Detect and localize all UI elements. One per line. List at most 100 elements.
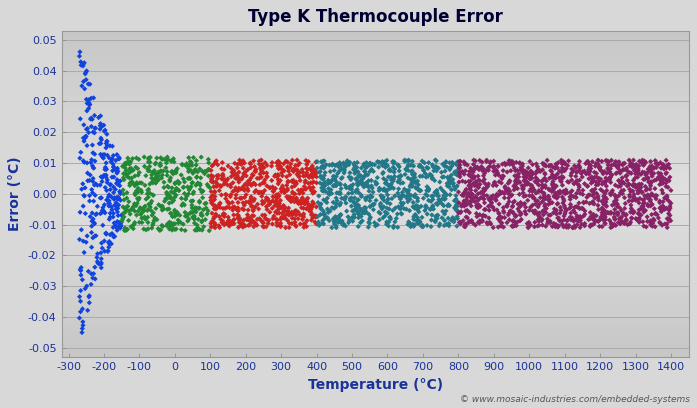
Point (464, 183, 475, 190)
Point (312, 213, 323, 220)
Point (264, 209, 275, 215)
Point (486, 203, 497, 210)
Point (431, 188, 442, 195)
Point (306, 187, 317, 194)
Point (192, 180, 204, 186)
Point (406, 168, 418, 174)
Point (517, 169, 528, 175)
Point (322, 206, 333, 212)
Point (166, 169, 177, 175)
Point (411, 179, 422, 185)
Point (464, 182, 475, 189)
Point (659, 176, 671, 182)
Point (482, 221, 493, 227)
Point (630, 184, 641, 190)
Point (259, 180, 270, 186)
Point (627, 164, 638, 171)
Point (598, 193, 609, 200)
Point (442, 203, 453, 209)
Point (338, 160, 349, 167)
Point (219, 213, 230, 220)
Point (498, 173, 509, 180)
Point (405, 162, 416, 168)
Point (223, 222, 234, 228)
Point (556, 207, 567, 213)
Point (233, 175, 244, 182)
Point (593, 206, 604, 213)
Point (434, 220, 445, 227)
Point (565, 172, 576, 179)
Point (645, 197, 656, 203)
Point (378, 169, 389, 176)
Point (572, 181, 583, 187)
Point (316, 158, 327, 165)
Point (102, 179, 113, 186)
Point (316, 188, 328, 194)
Point (407, 176, 418, 183)
Point (544, 218, 556, 224)
Point (384, 214, 395, 221)
Point (151, 216, 162, 223)
Point (176, 172, 187, 178)
Point (308, 166, 319, 173)
Point (222, 163, 233, 169)
Point (261, 174, 273, 180)
Point (664, 177, 675, 184)
Point (197, 213, 208, 219)
Point (554, 168, 565, 174)
Point (653, 215, 664, 221)
Point (385, 183, 397, 190)
Point (107, 224, 118, 231)
Point (116, 217, 128, 224)
Point (515, 199, 526, 206)
Point (375, 186, 386, 192)
Point (77, 61, 89, 67)
Point (514, 191, 525, 197)
Point (100, 160, 112, 166)
Point (511, 213, 522, 219)
Point (457, 169, 468, 175)
Point (300, 179, 311, 186)
Point (291, 171, 302, 177)
Point (458, 191, 469, 198)
Point (637, 160, 648, 166)
Point (602, 166, 613, 172)
Point (425, 198, 436, 205)
Point (523, 171, 535, 177)
Point (487, 182, 498, 189)
Point (426, 217, 437, 223)
Point (449, 197, 460, 204)
Point (247, 197, 258, 204)
Point (625, 162, 636, 169)
Point (459, 221, 470, 228)
Point (409, 222, 420, 228)
Point (95, 211, 106, 217)
Point (132, 195, 143, 202)
Point (258, 220, 269, 226)
Point (480, 180, 491, 187)
Point (439, 160, 450, 166)
Point (331, 214, 342, 221)
Point (351, 180, 362, 186)
Point (283, 212, 294, 218)
Point (462, 215, 473, 221)
Point (471, 213, 482, 220)
Point (208, 206, 220, 212)
Point (574, 216, 585, 223)
Point (553, 215, 565, 221)
Point (399, 186, 410, 193)
Point (393, 174, 404, 180)
Point (393, 186, 404, 192)
Point (556, 168, 567, 174)
Point (389, 173, 400, 180)
Point (273, 176, 284, 183)
Point (571, 169, 582, 175)
Point (500, 184, 511, 191)
Point (116, 212, 127, 218)
Point (650, 185, 661, 192)
Point (519, 177, 530, 184)
Point (562, 178, 573, 185)
Point (523, 219, 535, 226)
Point (222, 204, 233, 211)
Point (325, 186, 337, 193)
